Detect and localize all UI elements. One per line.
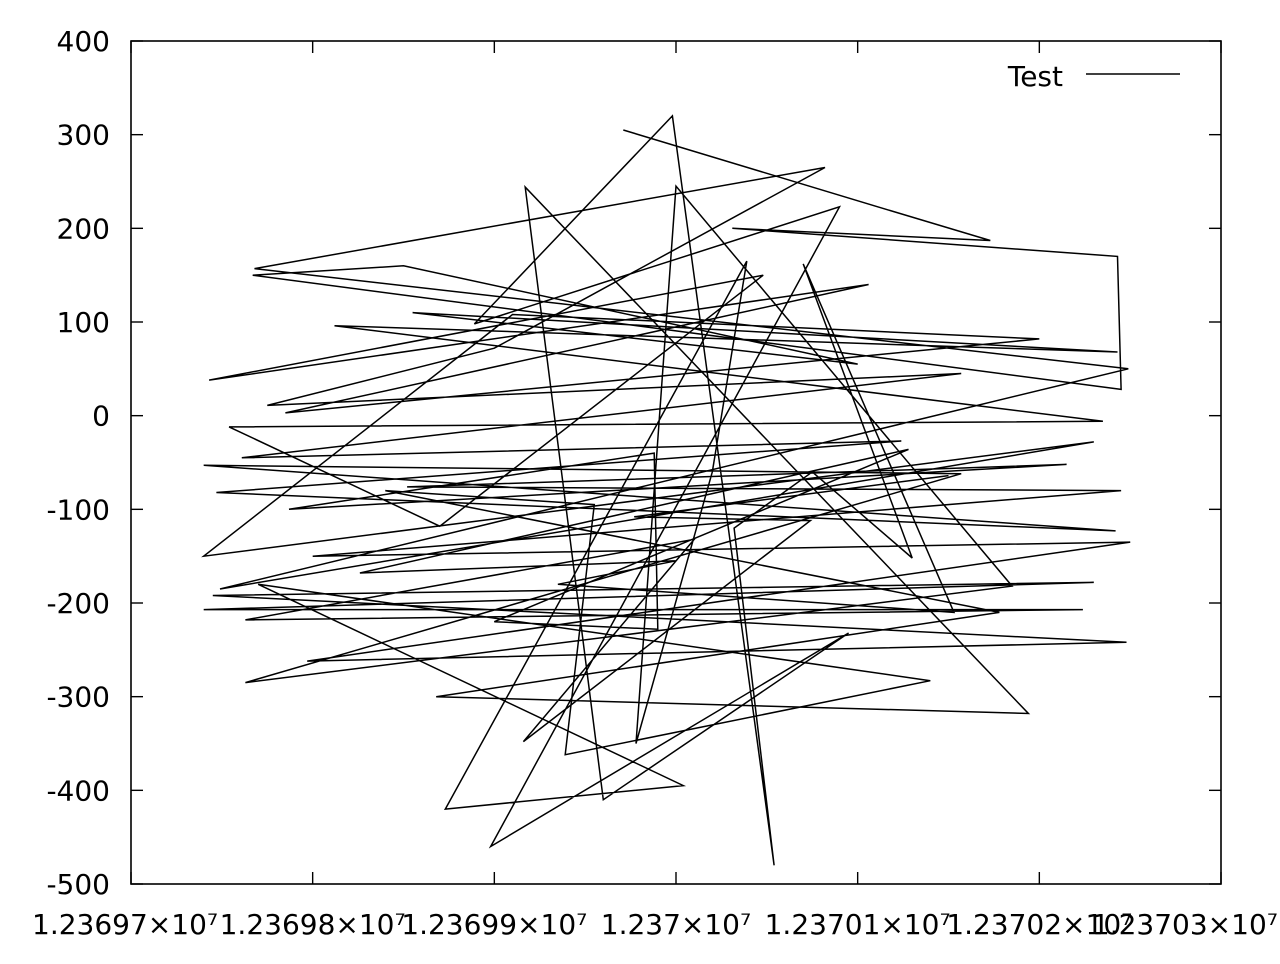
y-tick-label: 200 xyxy=(57,212,110,245)
y-tick-label: 0 xyxy=(92,400,110,433)
y-tick-label: 100 xyxy=(57,306,110,339)
series-line-1 xyxy=(201,114,1131,866)
x-tick-label: 1.23701×10⁷ xyxy=(765,908,951,941)
plot-frame xyxy=(130,40,1222,885)
legend-label: Test xyxy=(1007,60,1063,93)
y-tick-label: -400 xyxy=(46,774,110,807)
y-tick-label: 400 xyxy=(57,25,110,58)
y-tick-label: -500 xyxy=(46,868,110,901)
x-tick-label: 1.23702×10⁷ xyxy=(946,908,1132,941)
x-tick-label: 1.23698×10⁷ xyxy=(220,908,406,941)
x-tick-label: 1.23697×10⁷ xyxy=(32,908,218,941)
x-tick-label: 1.23703×10⁷ xyxy=(1092,908,1278,941)
x-tick-label: 1.23699×10⁷ xyxy=(401,908,587,941)
y-tick-label: 300 xyxy=(57,119,110,152)
legend: Test xyxy=(1007,60,1180,93)
y-tick-label: -100 xyxy=(46,493,110,526)
y-tick-label: -200 xyxy=(46,587,110,620)
x-tick-label: 1.237×10⁷ xyxy=(601,908,751,941)
y-tick-label: -300 xyxy=(46,681,110,714)
